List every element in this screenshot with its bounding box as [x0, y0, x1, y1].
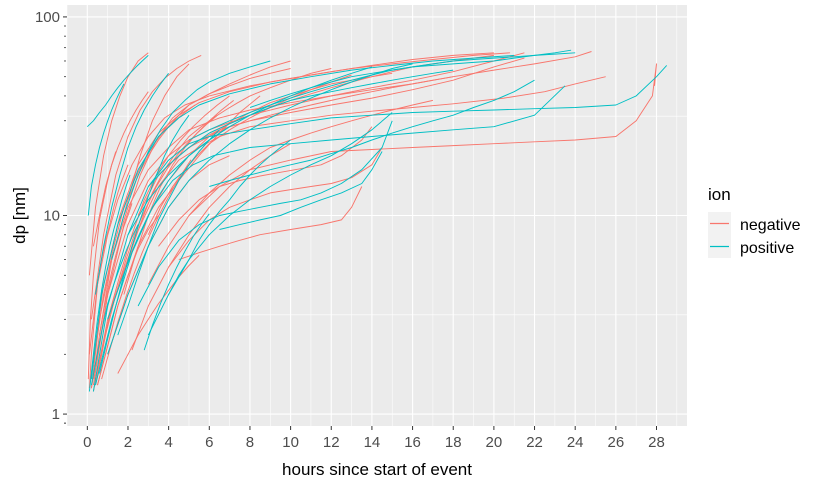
x-axis-title: hours since start of event	[282, 460, 472, 479]
x-tick-label: 28	[648, 434, 665, 451]
series-line-negative-34	[92, 91, 149, 247]
series-line-positive-12	[143, 213, 210, 351]
y-tick-label: 100	[35, 9, 60, 26]
x-tick-label: 16	[404, 434, 421, 451]
series-positive	[86, 49, 668, 392]
x-tick-label: 4	[164, 434, 172, 451]
x-tick-label: 24	[567, 434, 584, 451]
series-line-negative-24	[90, 203, 133, 389]
x-tick-label: 8	[246, 434, 254, 451]
series-line-positive-11	[86, 55, 149, 128]
series-line-positive-18	[95, 73, 169, 295]
series-line-positive-7	[137, 120, 393, 307]
series-line-positive-13	[117, 129, 220, 336]
series-line-positive-3	[90, 54, 515, 380]
series-line-negative-28	[147, 74, 352, 235]
series-line-positive-23	[107, 126, 230, 320]
data-layer	[86, 49, 668, 392]
legend: ion negative positive	[708, 185, 801, 258]
series-line-positive-2	[95, 85, 566, 386]
y-tick-label: 1	[52, 406, 60, 423]
series-line-negative-17	[158, 126, 373, 247]
legend-title: ion	[708, 185, 731, 204]
legend-item-positive: positive	[708, 235, 794, 258]
series-line-negative-11	[90, 54, 202, 320]
series-line-positive-6	[219, 151, 383, 230]
series-line-negative-26	[107, 95, 230, 320]
series-line-negative-18	[168, 147, 383, 268]
series-line-negative-33	[127, 60, 291, 200]
x-tick-label: 26	[608, 434, 625, 451]
series-line-negative-35	[101, 159, 192, 380]
x-tick-label: 6	[205, 434, 213, 451]
series-line-positive-20	[90, 224, 139, 386]
series-line-positive-10	[87, 83, 125, 216]
x-tick-label: 2	[124, 434, 132, 451]
series-line-negative-16	[147, 63, 657, 285]
series-line-positive-19	[168, 139, 291, 295]
series-line-negative-4	[95, 76, 606, 380]
x-tick-label: 18	[445, 434, 462, 451]
x-tick-label: 22	[526, 434, 543, 451]
series-line-positive-4	[107, 63, 413, 355]
series-line-positive-1	[92, 65, 668, 392]
series-line-negative-19	[178, 186, 363, 261]
series-line-positive-22	[249, 49, 572, 108]
series-line-negative-20	[188, 99, 434, 216]
legend-label-negative: negative	[740, 217, 801, 234]
series-line-positive-15	[188, 52, 576, 141]
series-line-positive-21	[127, 66, 373, 235]
series-line-negative-5	[90, 52, 511, 374]
series-line-positive-5	[209, 79, 535, 187]
series-line-negative-22	[88, 164, 129, 389]
x-tick-label: 10	[282, 434, 299, 451]
series-line-negative-14	[97, 215, 159, 386]
x-tick-label: 20	[486, 434, 503, 451]
y-axis-title: dp [nm]	[10, 187, 29, 244]
series-line-positive-17	[111, 60, 271, 260]
x-tick-label: 14	[364, 434, 381, 451]
series-line-negative-12	[88, 52, 149, 276]
x-tick-label: 0	[83, 434, 91, 451]
series-line-negative-1	[90, 51, 592, 389]
series-line-negative-21	[131, 143, 291, 351]
series-line-positive-9	[88, 174, 131, 392]
y-tick-label: 10	[43, 208, 60, 225]
legend-label-positive: positive	[740, 240, 794, 257]
legend-item-negative: negative	[708, 212, 801, 235]
series-line-negative-27	[127, 68, 332, 260]
x-tick-label: 12	[323, 434, 340, 451]
series-line-negative-25	[117, 254, 200, 374]
series-line-positive-16	[147, 69, 454, 187]
grid-layer	[66, 5, 687, 426]
series-line-positive-14	[99, 114, 190, 374]
